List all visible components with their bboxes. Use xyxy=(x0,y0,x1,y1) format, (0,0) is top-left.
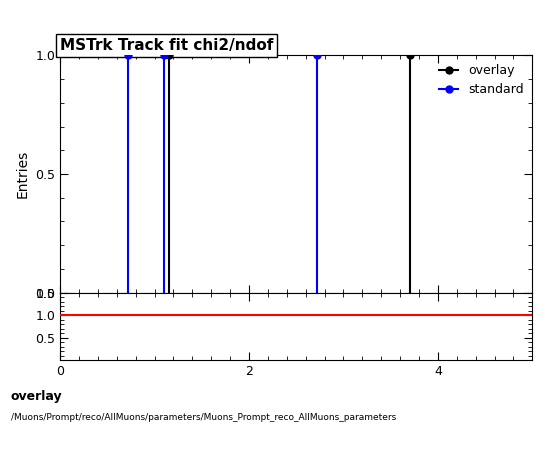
Text: MSTrk Track fit chi2/ndof: MSTrk Track fit chi2/ndof xyxy=(60,38,274,53)
Text: /Muons/Prompt/reco/AllMuons/parameters/Muons_Prompt_reco_AllMuons_parameters: /Muons/Prompt/reco/AllMuons/parameters/M… xyxy=(11,413,396,422)
Text: overlay: overlay xyxy=(11,390,63,403)
Legend: overlay, standard: overlay, standard xyxy=(434,59,529,102)
Y-axis label: Entries: Entries xyxy=(16,150,29,198)
